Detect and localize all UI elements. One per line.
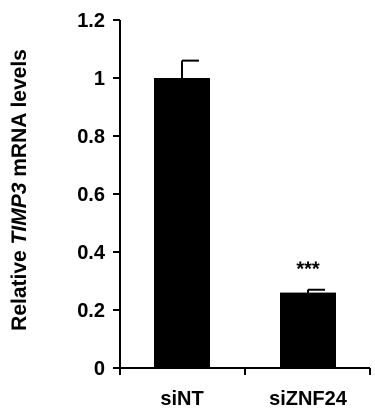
bars: *** [154, 59, 336, 368]
y-axis-label: Relative TIMP3 mRNA levels [8, 49, 31, 331]
y-tick-label: 0.8 [77, 126, 105, 148]
x-category-label: siNT [160, 388, 203, 410]
y-ticks: 0 0.2 0.4 0.6 0.8 1 1.2 [77, 10, 371, 380]
y-tick-label: 1.2 [77, 10, 105, 32]
y-tick-label: 1 [94, 68, 105, 90]
y-axis-label-part-3: mRNA levels [8, 49, 31, 182]
category-labels: siNT siZNF24 [160, 388, 347, 410]
y-tick-label: 0.4 [77, 242, 106, 264]
bar-siznf24 [280, 292, 336, 368]
y-axis-label-part-1: Relative [8, 244, 31, 330]
x-category-label: siZNF24 [269, 388, 348, 410]
y-tick-label: 0.2 [77, 300, 105, 322]
bar-sint [154, 78, 210, 368]
y-tick-label: 0.6 [77, 184, 105, 206]
y-tick-label: 0 [94, 358, 105, 380]
y-axis-label-gene: TIMP3 [8, 182, 31, 244]
significance-label: *** [296, 259, 320, 281]
